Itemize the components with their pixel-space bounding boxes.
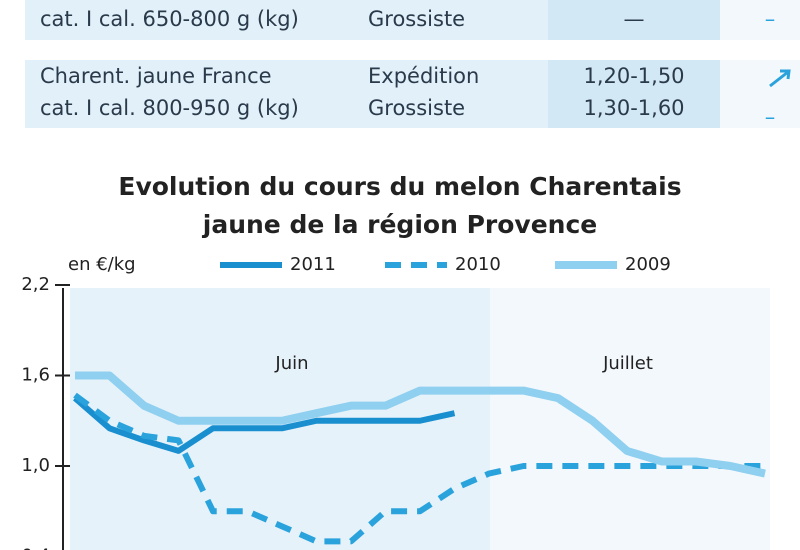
legend-label: 2011 xyxy=(290,254,336,275)
text: – xyxy=(764,7,776,31)
text: – xyxy=(764,105,776,129)
series-line xyxy=(75,371,766,478)
text: cat. I cal. 800-950 g (kg) xyxy=(40,96,299,120)
series-line xyxy=(73,392,765,545)
chart-title: jaune de la région Provence xyxy=(202,210,597,239)
series-line xyxy=(73,395,456,454)
row-product: Charent. jaune France cat. I cal. 800-950… xyxy=(25,60,318,128)
y-axis-label: en €/kg xyxy=(68,254,136,275)
y-tick-label: 1,6 xyxy=(21,365,50,386)
y-tick-label: 2,2 xyxy=(21,274,50,295)
text: 1,20-1,50 xyxy=(583,64,685,88)
row-price: 1,20-1,50 1,30-1,60 xyxy=(548,60,720,128)
month-band xyxy=(70,288,490,550)
row-price: — xyxy=(548,0,720,40)
row-stage: Expédition Grossiste xyxy=(318,60,548,128)
legend-label: 2010 xyxy=(455,254,501,275)
row-trend: – xyxy=(720,0,800,40)
text: — xyxy=(623,7,645,31)
row-product: cat. I cal. 650-800 g (kg) xyxy=(25,0,318,40)
text: cat. I cal. 650-800 g (kg) xyxy=(40,7,299,31)
text: Expédition xyxy=(368,64,480,88)
legend-label: 2009 xyxy=(625,254,671,275)
y-tick-label: 1,0 xyxy=(21,455,50,476)
y-tick-label: 0,4 xyxy=(21,546,50,550)
text: 1,30-1,60 xyxy=(583,96,685,120)
annotation: Juillet xyxy=(602,353,653,374)
chart-title: Evolution du cours du melon Charentais xyxy=(118,172,681,201)
row-trend: – xyxy=(720,60,800,129)
text: Grossiste xyxy=(368,7,466,31)
text: Grossiste xyxy=(368,96,466,120)
month-band xyxy=(490,288,770,550)
text: Charent. jaune France xyxy=(40,64,272,88)
row-stage: Grossiste xyxy=(318,0,548,40)
annotation: Juin xyxy=(274,353,308,374)
up-arrow-icon xyxy=(769,69,791,88)
